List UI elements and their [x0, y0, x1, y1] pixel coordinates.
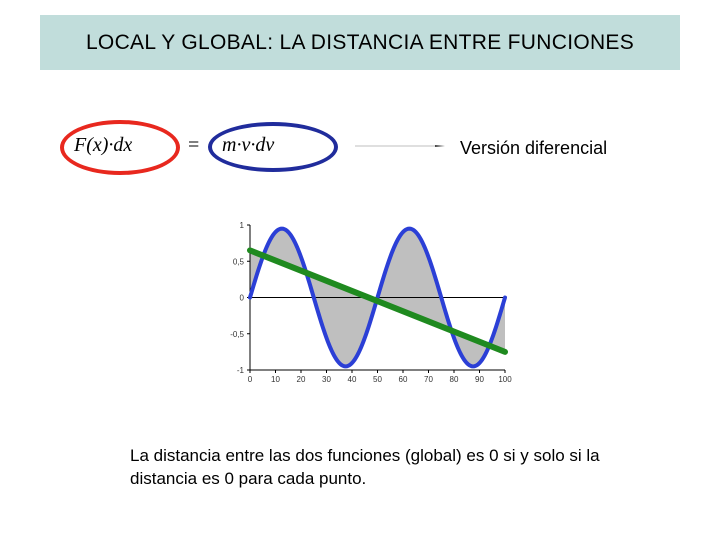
svg-text:90: 90 — [475, 375, 484, 384]
svg-text:80: 80 — [450, 375, 459, 384]
equation-block: F(x)·dx = m·v·dv — [60, 120, 350, 175]
svg-text:50: 50 — [373, 375, 382, 384]
equation-rhs: m·v·dv — [222, 134, 274, 157]
svg-text:20: 20 — [297, 375, 306, 384]
page-title: LOCAL Y GLOBAL: LA DISTANCIA ENTRE FUNCI… — [86, 31, 634, 55]
svg-text:40: 40 — [348, 375, 357, 384]
svg-text:1: 1 — [240, 221, 245, 230]
svg-text:0: 0 — [240, 294, 245, 303]
equation-lhs: F(x)·dx — [74, 134, 132, 157]
svg-text:100: 100 — [498, 375, 512, 384]
summary-text: La distancia entre las dos funciones (gl… — [130, 445, 610, 491]
svg-text:0: 0 — [248, 375, 253, 384]
svg-text:-0,5: -0,5 — [230, 330, 244, 339]
caption-differential: Versión diferencial — [460, 138, 607, 159]
svg-text:70: 70 — [424, 375, 433, 384]
svg-text:0,5: 0,5 — [233, 257, 245, 266]
equation-equals: = — [188, 134, 199, 157]
svg-text:-1: -1 — [237, 366, 245, 375]
chart-svg: 0 10 20 30 40 50 60 70 80 90 100 -1 -0,5 0 0,5 1 — [220, 215, 520, 395]
svg-text:60: 60 — [399, 375, 408, 384]
svg-text:30: 30 — [322, 375, 331, 384]
title-bar: LOCAL Y GLOBAL: LA DISTANCIA ENTRE FUNCI… — [40, 15, 680, 70]
svg-text:10: 10 — [271, 375, 280, 384]
chart: 0 10 20 30 40 50 60 70 80 90 100 -1 -0,5 0 0,5 1 — [220, 215, 520, 395]
arrow-icon — [355, 145, 445, 147]
